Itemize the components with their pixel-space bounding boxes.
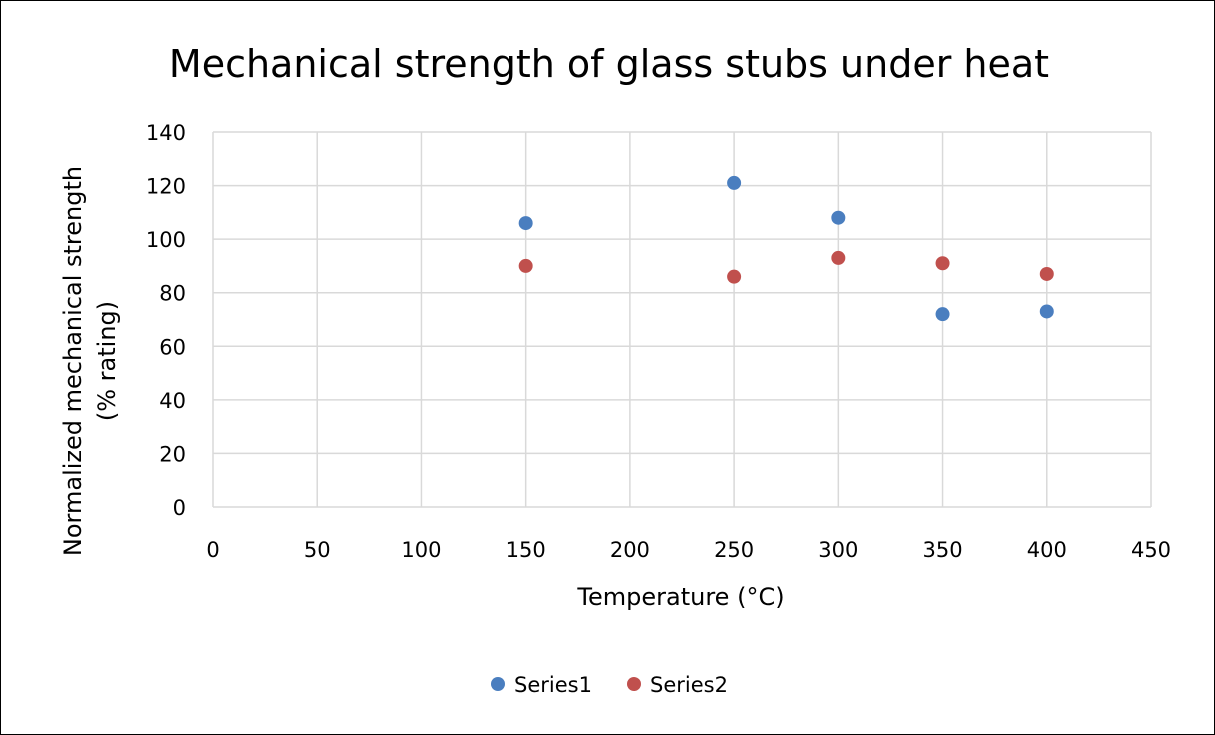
y-axis-title-line-2: (% rating)	[93, 301, 121, 421]
series-series1	[518, 175, 1054, 322]
x-tick-label: 100	[401, 538, 441, 562]
x-tick-label: 0	[206, 538, 219, 562]
data-points	[518, 175, 1054, 322]
data-point[interactable]	[831, 250, 846, 265]
x-tick-label: 400	[1027, 538, 1067, 562]
y-tick-label: 40	[159, 389, 186, 413]
series-series2	[518, 250, 1054, 284]
y-tick-label: 100	[146, 228, 186, 252]
y-tick-label: 140	[146, 121, 186, 145]
legend[interactable]: Series1 Series2	[491, 673, 728, 697]
x-tick-label: 200	[610, 538, 650, 562]
data-point[interactable]	[1039, 266, 1054, 281]
legend-marker-series2	[627, 677, 641, 691]
legend-marker-series1	[491, 677, 505, 691]
y-axis-title-line-1: Normalized mechanical strength	[59, 166, 87, 556]
x-tick-label: 150	[506, 538, 546, 562]
data-point[interactable]	[831, 210, 846, 225]
data-point[interactable]	[727, 269, 742, 284]
x-axis-title: Temperature (°C)	[576, 583, 784, 611]
y-axis-title: Normalized mechanical strength (% rating…	[59, 166, 121, 556]
legend-label-series1: Series1	[514, 673, 592, 697]
x-tick-label: 450	[1131, 538, 1171, 562]
y-tick-label: 0	[173, 496, 186, 520]
legend-label-series2: Series2	[650, 673, 728, 697]
y-axis-ticks: 0 20 40 60 80 100 120 140	[146, 121, 186, 520]
data-point[interactable]	[518, 258, 533, 273]
data-point[interactable]	[727, 175, 742, 190]
x-tick-label: 300	[818, 538, 858, 562]
data-point[interactable]	[518, 216, 533, 231]
x-axis-ticks: 0 50 100 150 200 250 300 350 400 450	[206, 538, 1171, 562]
x-tick-label: 350	[923, 538, 963, 562]
chart-title: Mechanical strength of glass stubs under…	[169, 42, 1049, 86]
y-tick-label: 80	[159, 282, 186, 306]
x-tick-label: 50	[304, 538, 331, 562]
gridlines	[212, 131, 1152, 508]
x-tick-label: 250	[714, 538, 754, 562]
y-tick-label: 120	[146, 175, 186, 199]
data-point[interactable]	[935, 307, 950, 322]
y-tick-label: 60	[159, 335, 186, 359]
y-tick-label: 20	[159, 442, 186, 466]
data-point[interactable]	[935, 256, 950, 271]
data-point[interactable]	[1039, 304, 1054, 319]
